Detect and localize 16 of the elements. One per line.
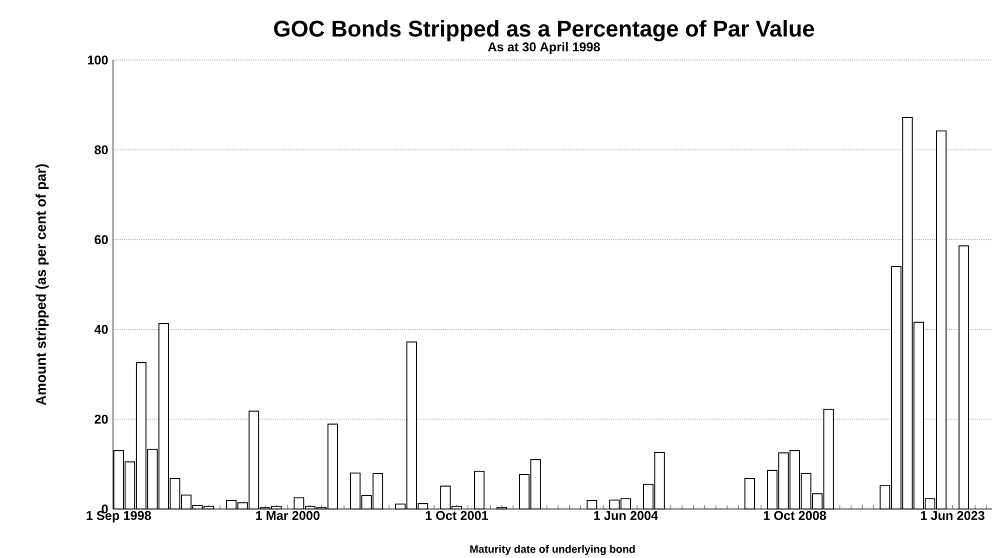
chart-subtitle: As at 30 April 1998	[488, 42, 600, 54]
y-axis-title: Amount stripped (as per cent of par)	[36, 164, 49, 406]
y-tick-label: 20	[94, 414, 108, 424]
x-tick-label: 1 Jun 2023	[920, 511, 984, 520]
y-tick-label: 100	[88, 56, 108, 64]
x-tick-label: 1 Sep 1998	[86, 511, 151, 523]
y-tick-label: 40	[94, 324, 108, 334]
y-tick-label: 80	[94, 145, 108, 154]
x-tick-label: 1 Oct 2008	[764, 511, 826, 520]
chart-title: GOC Bonds Stripped as a Percentage of Par Value	[274, 20, 814, 42]
x-axis-title: Maturity date of underlying bond	[470, 545, 635, 555]
x-tick-label: 1 Mar 2000	[256, 511, 320, 520]
y-tick-label: 0	[102, 504, 108, 514]
x-tick-label: 1 Oct 2001	[426, 511, 488, 520]
y-tick-label: 60	[94, 235, 108, 244]
x-tick-label: 1 Jun 2004	[594, 511, 658, 520]
